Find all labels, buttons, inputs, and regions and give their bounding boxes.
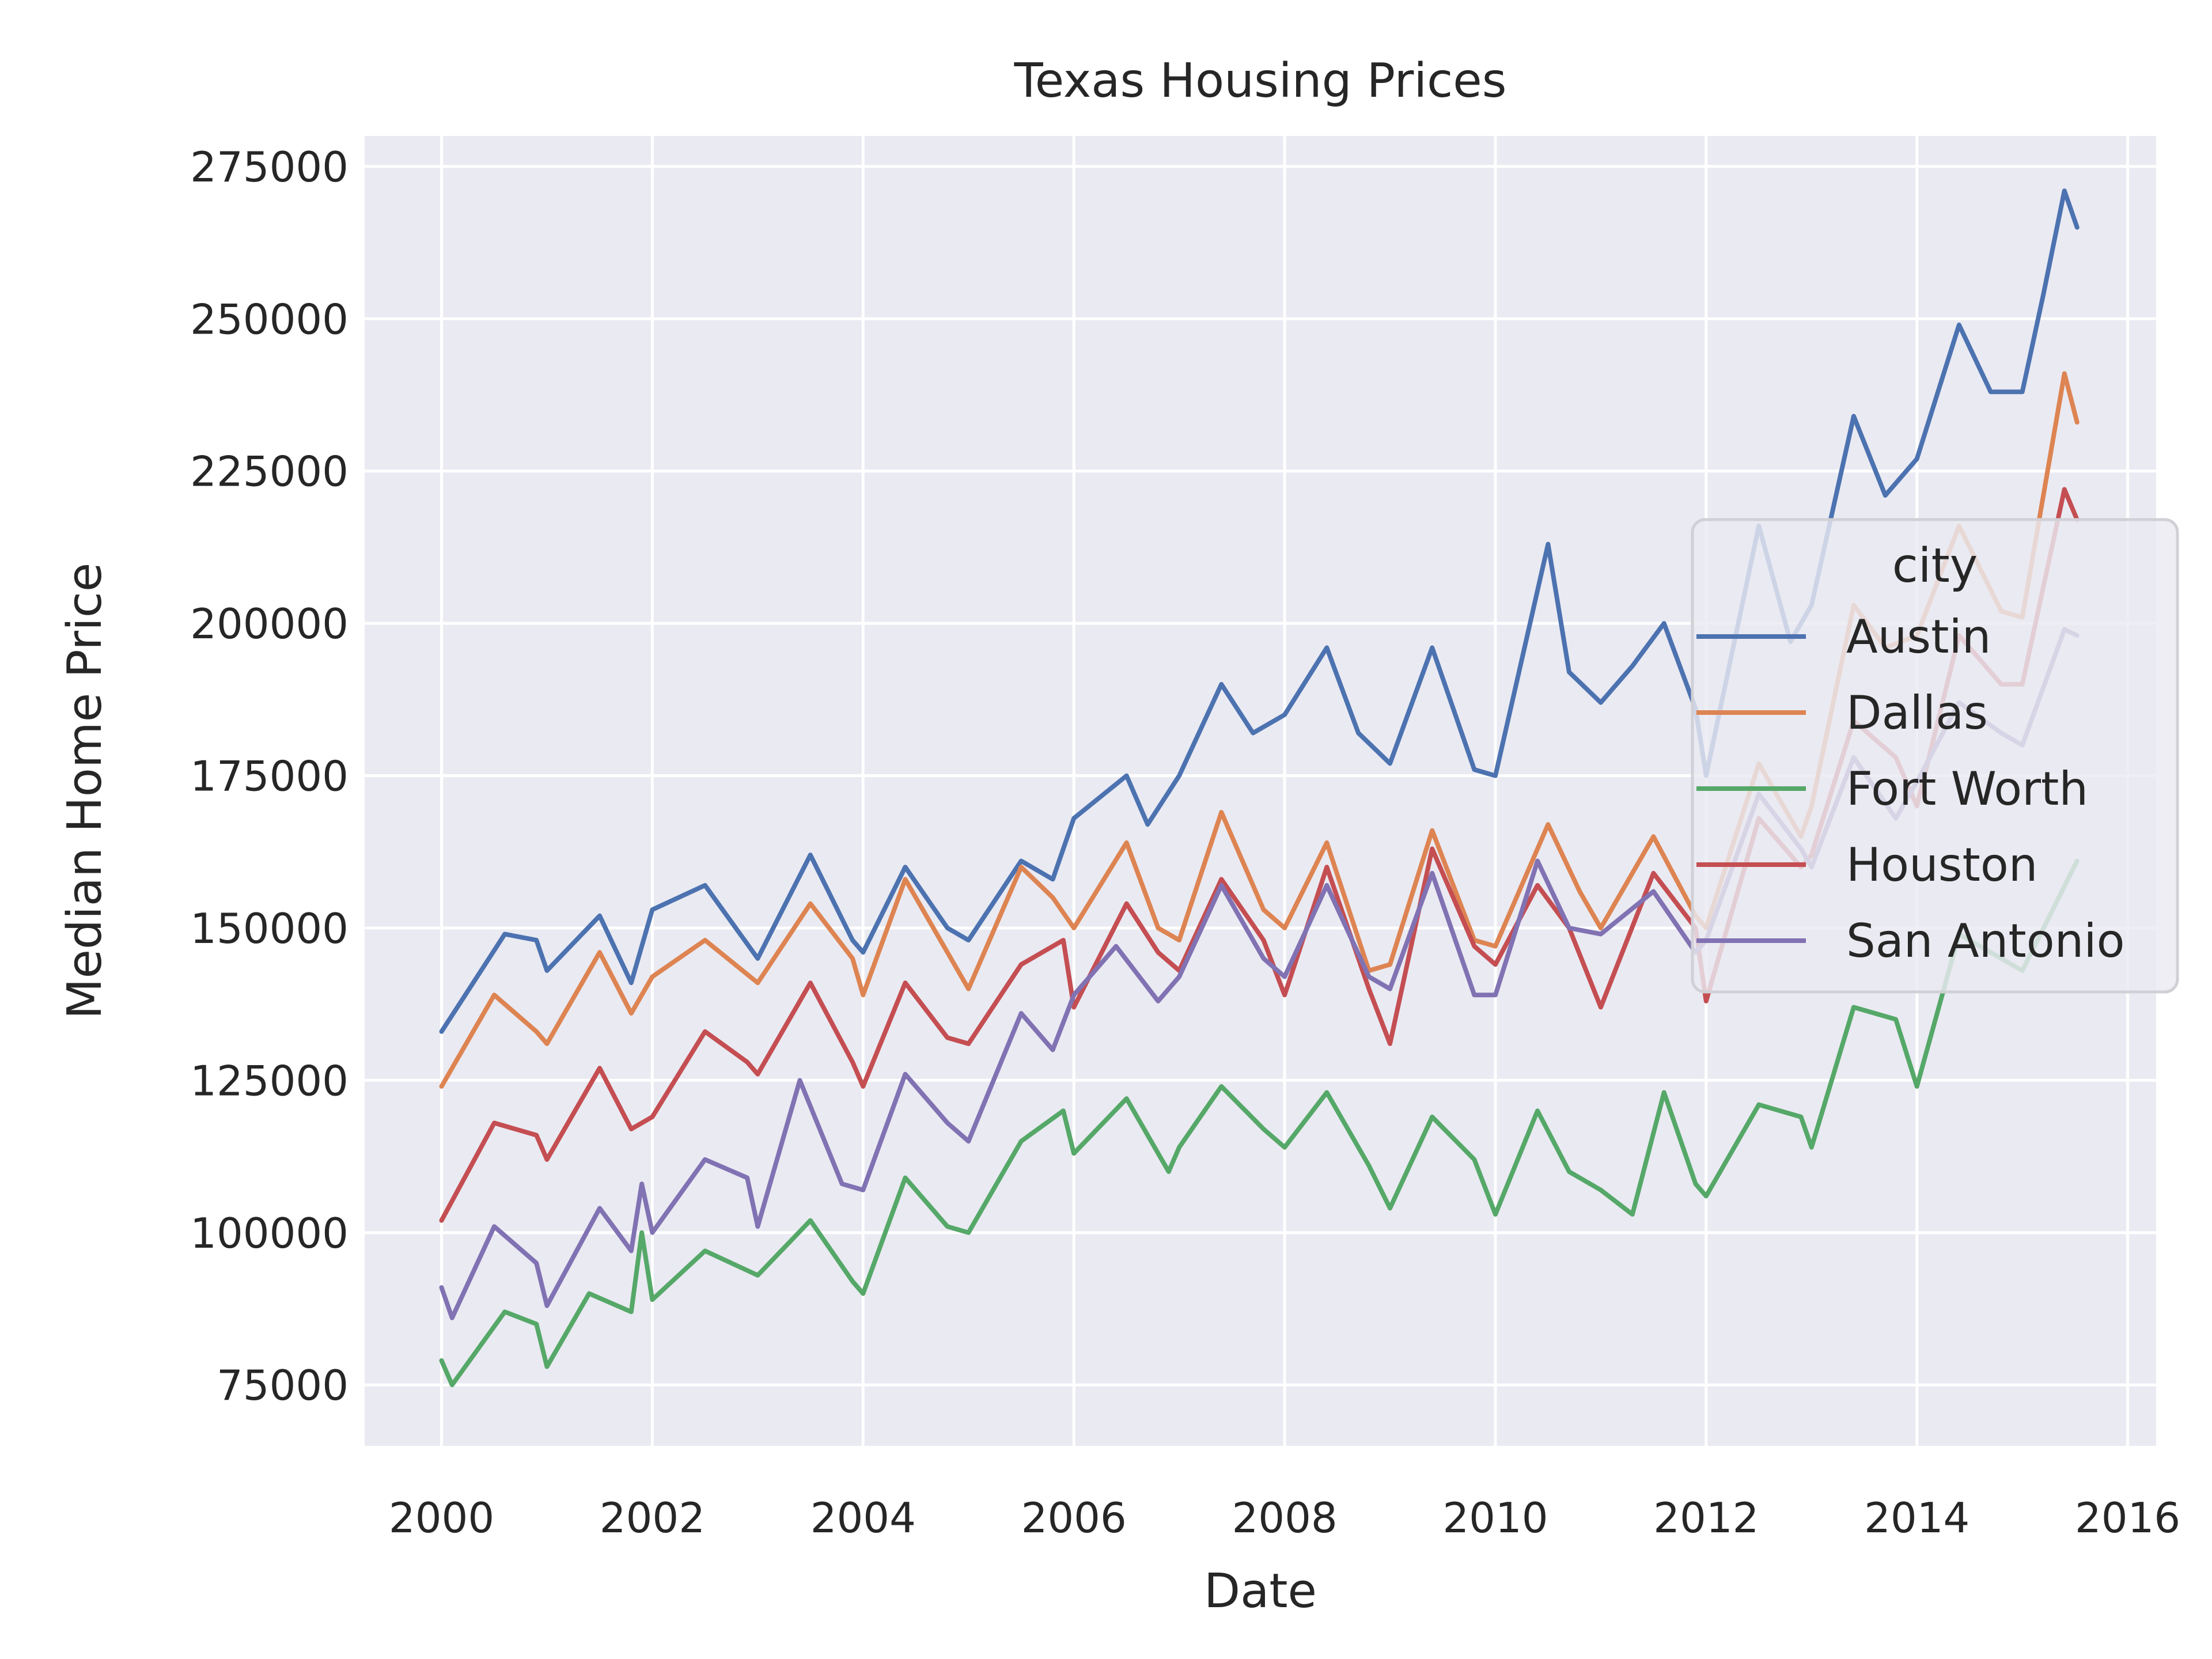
legend-label: Dallas	[1846, 686, 1988, 740]
legend-label: Fort Worth	[1846, 762, 2088, 816]
x-tick-label: 2002	[600, 1494, 705, 1542]
legend-box	[1691, 518, 2179, 994]
legend-label: Austin	[1846, 610, 1991, 664]
y-tick-label: 75000	[217, 1361, 349, 1410]
legend-item: Fort Worth	[1696, 762, 2088, 816]
y-tick-label: 200000	[190, 600, 349, 648]
y-tick-label: 275000	[190, 143, 349, 191]
legend-label: Houston	[1846, 838, 2038, 892]
legend-title: city	[1892, 539, 1978, 593]
legend-item: Dallas	[1696, 686, 1988, 740]
x-tick-label: 2008	[1232, 1494, 1337, 1542]
x-tick-label: 2000	[389, 1494, 494, 1542]
y-axis-ticks: 75000 100000 125000 150000 175000 200000 22500…	[190, 143, 349, 1410]
y-tick-label: 125000	[190, 1056, 349, 1105]
y-tick-label: 175000	[190, 752, 349, 801]
y-tick-label: 250000	[190, 295, 349, 343]
series-line-austin	[439, 188, 2080, 1034]
legend: city Austin Dallas Fort Worth Houston San An…	[1691, 518, 2179, 994]
x-tick-label: 2016	[2075, 1494, 2180, 1542]
series-line-fort-worth	[439, 858, 2080, 1388]
x-tick-label: 2004	[810, 1494, 916, 1542]
y-tick-label: 100000	[190, 1209, 349, 1257]
y-tick-label: 150000	[190, 904, 349, 953]
x-axis-ticks: 2000 2002 2004 2006 2008 2010 2012 2014 2016	[389, 1494, 2180, 1542]
chart-title: Texas Housing Prices	[1014, 54, 1507, 108]
y-tick-label: 225000	[190, 448, 349, 496]
x-tick-label: 2010	[1442, 1494, 1548, 1542]
legend-item: San Antonio	[1696, 914, 2125, 968]
legend-label: San Antonio	[1846, 914, 2125, 968]
x-tick-label: 2014	[1864, 1494, 1969, 1542]
x-axis-label: Date	[1204, 1564, 1317, 1619]
legend-item: Austin	[1696, 610, 1991, 664]
x-tick-label: 2006	[1021, 1494, 1127, 1542]
legend-items: Austin Dallas Fort Worth Houston San Antonio	[1696, 610, 2125, 968]
x-tick-label: 2012	[1653, 1494, 1759, 1542]
legend-item: Houston	[1696, 838, 2038, 892]
y-axis-label: Median Home Price	[58, 563, 112, 1020]
